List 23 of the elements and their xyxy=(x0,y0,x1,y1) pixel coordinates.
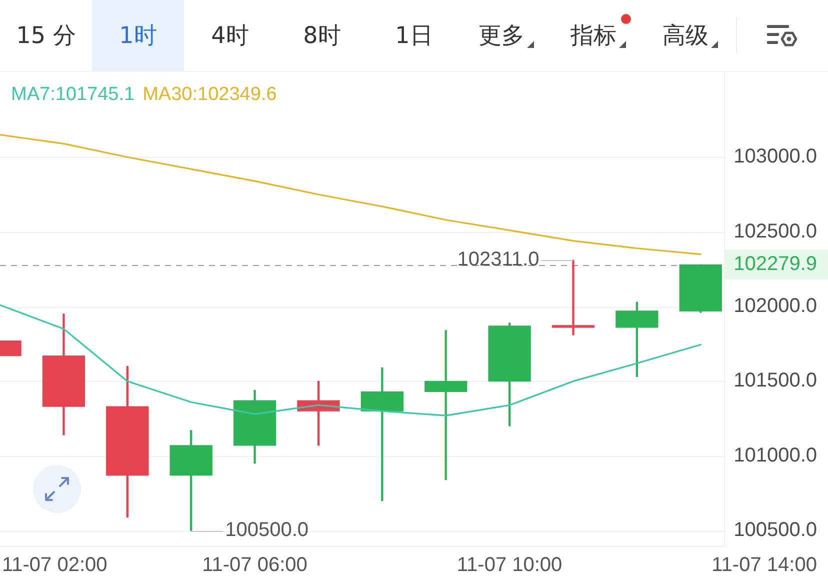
x-tick-label: 11-07 06:00 xyxy=(202,554,308,576)
y-tick-label: 102000.0 xyxy=(734,295,817,318)
text: 更多 xyxy=(478,22,524,51)
text: 1日 xyxy=(395,22,433,51)
text: MA7:101745.1 xyxy=(11,84,135,106)
y-tick-label: 100500.0 xyxy=(734,519,817,542)
text: 指标 xyxy=(570,22,616,51)
y-tick-label: 101500.0 xyxy=(734,370,817,392)
x-tick-label: 11-07 14:00 xyxy=(712,554,817,576)
y-tick-label: 101000.0 xyxy=(734,444,817,466)
text: 15 分 xyxy=(16,22,76,51)
y-tick-label: 103000.0 xyxy=(734,146,817,168)
text: 高级 xyxy=(662,22,708,51)
text: 4时 xyxy=(211,22,249,51)
x-tick-label: 11-07 02:00 xyxy=(2,554,108,576)
annotation: 100500.0 xyxy=(225,519,308,542)
x-tick-label: 11-07 10:00 xyxy=(456,554,562,576)
text: MA30:102349.6 xyxy=(142,84,277,106)
text: 1时 xyxy=(119,22,157,51)
ref-line-label: 102279.9 xyxy=(734,253,817,276)
y-tick-label: 102500.0 xyxy=(734,220,817,242)
annotation: 102311.0 xyxy=(457,248,540,271)
text: 8时 xyxy=(303,22,341,51)
